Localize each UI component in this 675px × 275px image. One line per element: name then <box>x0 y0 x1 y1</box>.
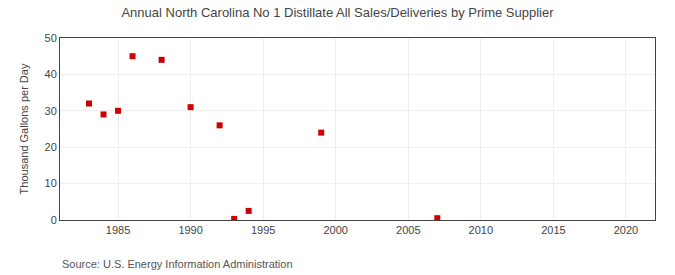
svg-text:0: 0 <box>51 214 57 226</box>
svg-text:Thousand Gallons per Day: Thousand Gallons per Day <box>18 63 30 194</box>
svg-text:1990: 1990 <box>178 224 202 236</box>
svg-text:2015: 2015 <box>541 224 565 236</box>
svg-text:50: 50 <box>45 32 57 44</box>
svg-text:30: 30 <box>45 105 57 117</box>
svg-text:10: 10 <box>45 177 57 189</box>
svg-text:2005: 2005 <box>396 224 420 236</box>
svg-text:20: 20 <box>45 141 57 153</box>
svg-text:40: 40 <box>45 68 57 80</box>
svg-text:1995: 1995 <box>251 224 275 236</box>
svg-text:2010: 2010 <box>469 224 493 236</box>
svg-text:Annual North Carolina No 1 Dis: Annual North Carolina No 1 Distillate Al… <box>121 5 554 20</box>
svg-text:2000: 2000 <box>323 224 347 236</box>
svg-text:1985: 1985 <box>106 224 130 236</box>
svg-text:Source: U.S. Energy Informatio: Source: U.S. Energy Information Administ… <box>62 258 293 270</box>
svg-text:2020: 2020 <box>614 224 638 236</box>
